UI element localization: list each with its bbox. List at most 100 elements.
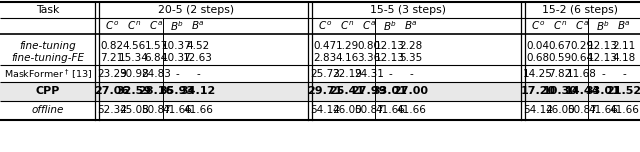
Text: 27.00: 27.00 bbox=[394, 86, 429, 96]
Text: 45.08: 45.08 bbox=[119, 105, 149, 115]
Text: offline: offline bbox=[32, 105, 64, 115]
Text: 15-2 (6 steps): 15-2 (6 steps) bbox=[542, 5, 618, 15]
Text: 25.41: 25.41 bbox=[330, 86, 365, 96]
Text: 23.29: 23.29 bbox=[97, 69, 127, 79]
Text: $C^a$: $C^a$ bbox=[362, 20, 376, 32]
Text: 15.34: 15.34 bbox=[119, 53, 149, 63]
Text: 4.16: 4.16 bbox=[335, 53, 358, 63]
Text: 15-5 (3 steps): 15-5 (3 steps) bbox=[370, 5, 446, 15]
Text: $B^b$: $B^b$ bbox=[170, 19, 184, 33]
Text: 12.13: 12.13 bbox=[375, 53, 405, 63]
Text: 32.59: 32.59 bbox=[116, 86, 152, 96]
Text: 0.80: 0.80 bbox=[358, 41, 381, 51]
Text: -: - bbox=[388, 69, 392, 79]
Text: 25.73: 25.73 bbox=[310, 69, 340, 79]
Text: 12.63: 12.63 bbox=[183, 53, 213, 63]
Text: 41.66: 41.66 bbox=[588, 105, 618, 115]
Text: 0.64: 0.64 bbox=[570, 53, 593, 63]
Text: $C^n$: $C^n$ bbox=[340, 20, 354, 32]
Text: -: - bbox=[622, 69, 626, 79]
Text: 0.04: 0.04 bbox=[527, 41, 550, 51]
Text: 41.66: 41.66 bbox=[609, 105, 639, 115]
Text: 12.13: 12.13 bbox=[588, 41, 618, 51]
Text: 6.84: 6.84 bbox=[145, 53, 168, 63]
Text: 35.93: 35.93 bbox=[159, 86, 195, 96]
Text: -: - bbox=[196, 69, 200, 79]
Text: 4.56: 4.56 bbox=[122, 41, 146, 51]
Text: $C^o$: $C^o$ bbox=[318, 20, 332, 32]
Text: 20-5 (2 steps): 20-5 (2 steps) bbox=[158, 5, 234, 15]
Text: 41.66: 41.66 bbox=[183, 105, 213, 115]
Text: $B^b$: $B^b$ bbox=[596, 19, 610, 33]
Text: 2.28: 2.28 bbox=[399, 41, 422, 51]
Text: 0.82: 0.82 bbox=[100, 41, 124, 51]
Text: 10.30: 10.30 bbox=[543, 86, 577, 96]
Text: 2.83: 2.83 bbox=[314, 53, 337, 63]
Text: 28.16: 28.16 bbox=[138, 86, 173, 96]
Text: 33.01: 33.01 bbox=[372, 86, 408, 96]
Text: -: - bbox=[601, 69, 605, 79]
Text: 54.12: 54.12 bbox=[523, 105, 553, 115]
Text: 11.68: 11.68 bbox=[567, 69, 597, 79]
Text: 3.36: 3.36 bbox=[357, 53, 381, 63]
Text: 22.19: 22.19 bbox=[332, 69, 362, 79]
Text: 52.32: 52.32 bbox=[97, 105, 127, 115]
Text: 7.21: 7.21 bbox=[100, 53, 124, 63]
Text: 50.87: 50.87 bbox=[354, 105, 384, 115]
Text: 1.29: 1.29 bbox=[335, 41, 358, 51]
Bar bbox=[0, 82, 640, 101]
Text: 1.57: 1.57 bbox=[145, 41, 168, 51]
Text: 54.12: 54.12 bbox=[310, 105, 340, 115]
Text: 0.59: 0.59 bbox=[548, 53, 572, 63]
Text: $B^a$: $B^a$ bbox=[404, 20, 418, 32]
Text: 0.29: 0.29 bbox=[570, 41, 593, 51]
Text: Task: Task bbox=[36, 5, 60, 15]
Text: 41.66: 41.66 bbox=[396, 105, 426, 115]
Text: $C^o$: $C^o$ bbox=[105, 20, 119, 32]
Text: MaskFormer$^\dagger$ [13]: MaskFormer$^\dagger$ [13] bbox=[4, 67, 92, 81]
Text: $C^o$: $C^o$ bbox=[531, 20, 545, 32]
Text: 10.37: 10.37 bbox=[162, 53, 192, 63]
Text: $C^a$: $C^a$ bbox=[149, 20, 163, 32]
Text: 41.66: 41.66 bbox=[162, 105, 192, 115]
Text: 30.98: 30.98 bbox=[119, 69, 149, 79]
Text: 17.20: 17.20 bbox=[520, 86, 556, 96]
Text: 33.01: 33.01 bbox=[586, 86, 620, 96]
Text: 29.71: 29.71 bbox=[307, 86, 342, 96]
Text: 27.99: 27.99 bbox=[351, 86, 387, 96]
Text: 27.06: 27.06 bbox=[94, 86, 130, 96]
Text: 7.82: 7.82 bbox=[548, 69, 572, 79]
Text: 2.11: 2.11 bbox=[612, 41, 636, 51]
Text: 4.52: 4.52 bbox=[186, 41, 210, 51]
Text: 12.13: 12.13 bbox=[588, 53, 618, 63]
Text: 34.12: 34.12 bbox=[180, 86, 216, 96]
Text: 24.31: 24.31 bbox=[354, 69, 384, 79]
Text: 10.37: 10.37 bbox=[162, 41, 192, 51]
Text: 4.18: 4.18 bbox=[612, 53, 636, 63]
Text: $B^a$: $B^a$ bbox=[191, 20, 205, 32]
Text: $C^a$: $C^a$ bbox=[575, 20, 589, 32]
Text: 0.68: 0.68 bbox=[527, 53, 550, 63]
Text: 46.00: 46.00 bbox=[545, 105, 575, 115]
Text: 46.00: 46.00 bbox=[332, 105, 362, 115]
Text: $C^n$: $C^n$ bbox=[553, 20, 567, 32]
Text: -: - bbox=[409, 69, 413, 79]
Text: 0.67: 0.67 bbox=[548, 41, 572, 51]
Text: 5.35: 5.35 bbox=[399, 53, 422, 63]
Text: 41.66: 41.66 bbox=[375, 105, 405, 115]
Text: 50.87: 50.87 bbox=[141, 105, 171, 115]
Text: CPP: CPP bbox=[36, 86, 60, 96]
Text: 21.52: 21.52 bbox=[607, 86, 640, 96]
Text: fine-tuning: fine-tuning bbox=[20, 41, 76, 51]
Text: 0.47: 0.47 bbox=[314, 41, 337, 51]
Text: $B^a$: $B^a$ bbox=[617, 20, 631, 32]
Text: 24.83: 24.83 bbox=[141, 69, 171, 79]
Text: 12.13: 12.13 bbox=[375, 41, 405, 51]
Text: 50.87: 50.87 bbox=[567, 105, 597, 115]
Text: $B^b$: $B^b$ bbox=[383, 19, 397, 33]
Text: -: - bbox=[175, 69, 179, 79]
Text: 14.44: 14.44 bbox=[564, 86, 600, 96]
Text: $C^n$: $C^n$ bbox=[127, 20, 141, 32]
Text: fine-tuning-FE: fine-tuning-FE bbox=[12, 53, 84, 63]
Text: 14.25: 14.25 bbox=[523, 69, 553, 79]
